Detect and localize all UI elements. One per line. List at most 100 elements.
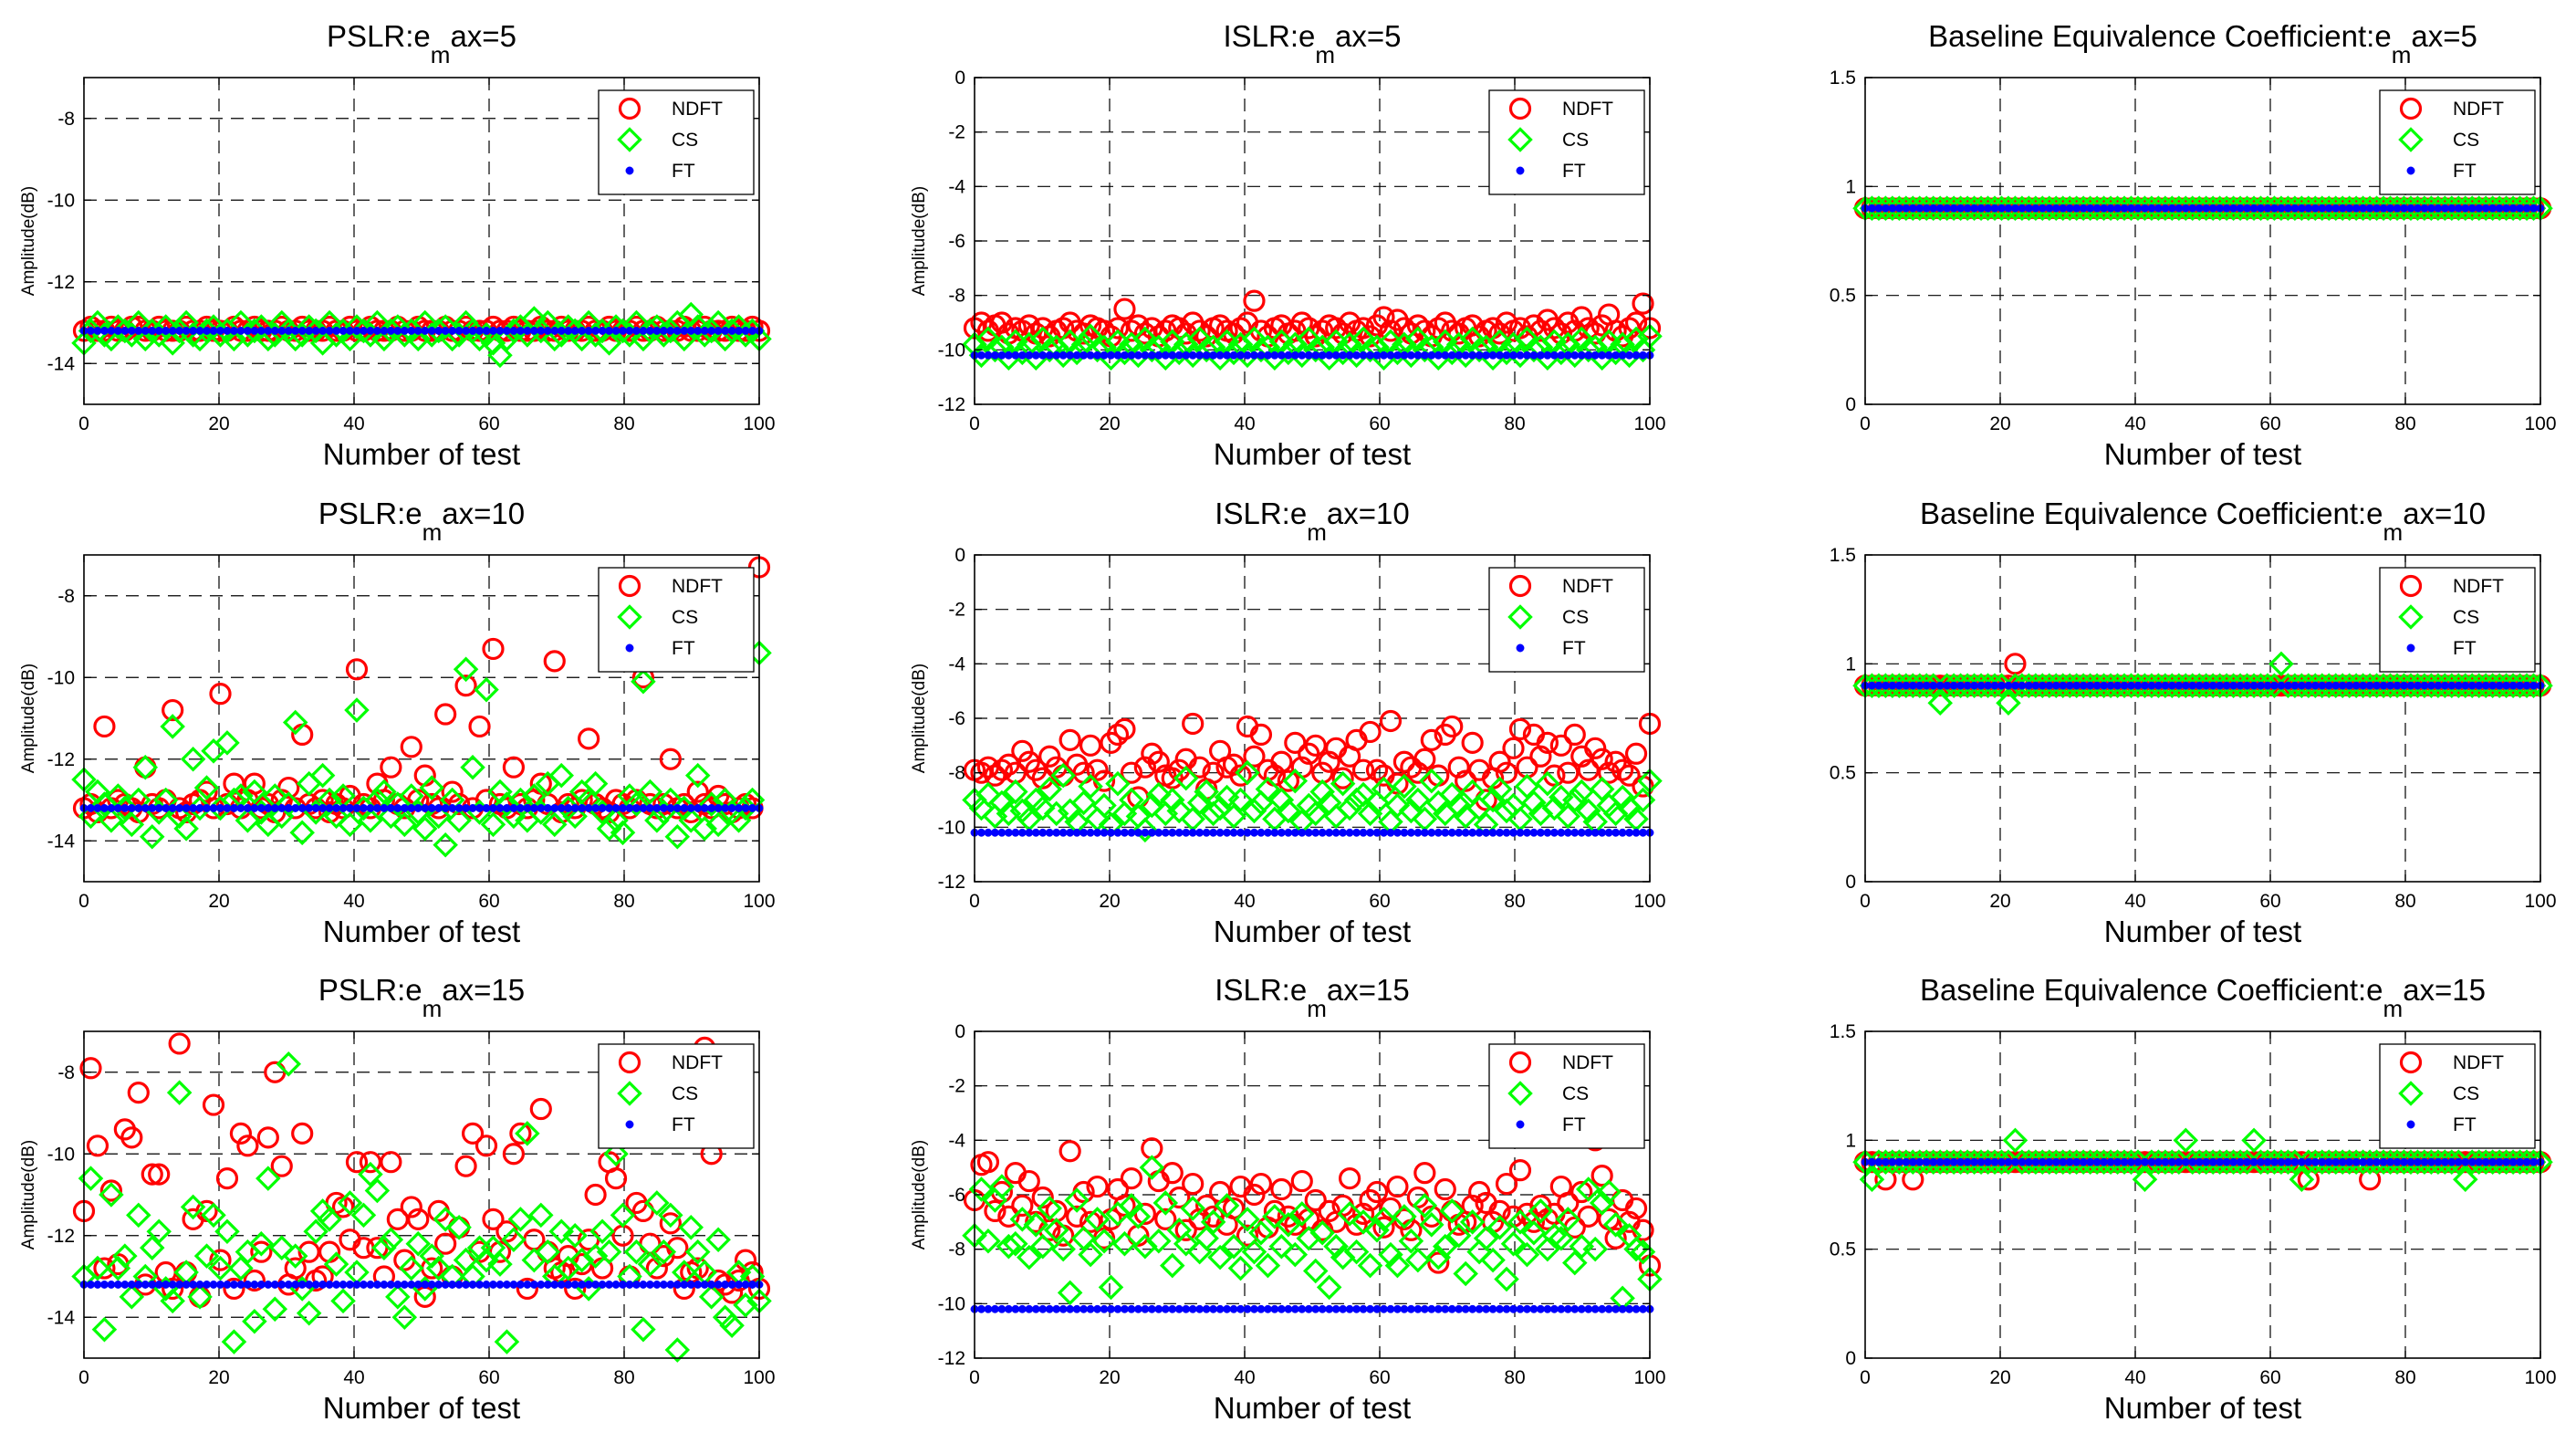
- tick-marks: [974, 77, 1651, 405]
- point-ft: [291, 804, 300, 812]
- point-ft: [502, 804, 511, 812]
- point-ft: [2420, 204, 2429, 213]
- point-ft: [284, 804, 293, 812]
- point-ft: [407, 1281, 416, 1289]
- point-ft: [2324, 1157, 2333, 1166]
- point-ft: [120, 327, 130, 335]
- point-cs: [2241, 1127, 2267, 1154]
- point-cs: [1248, 337, 1274, 363]
- point-ft: [1618, 350, 1627, 360]
- point-ndft: [1557, 761, 1580, 784]
- point-cs: [1098, 1274, 1124, 1301]
- point-ft: [1888, 204, 1897, 213]
- point-cs: [1569, 1233, 1595, 1260]
- point-cs: [466, 326, 493, 352]
- point-ft: [2018, 1157, 2027, 1166]
- legend-marker-cs: [2398, 127, 2424, 152]
- point-ft: [2100, 1157, 2109, 1166]
- point-ft: [216, 1281, 224, 1289]
- point-ft: [413, 1281, 422, 1289]
- point-ft: [1141, 350, 1150, 360]
- point-ndft: [250, 1240, 273, 1263]
- point-ft: [462, 804, 471, 812]
- x-tick-label: 80: [2394, 413, 2415, 434]
- x-tick-label: 20: [1099, 891, 1120, 912]
- x-tick-label: 40: [2124, 413, 2145, 434]
- y-tick-label: -8: [57, 109, 75, 130]
- point-ft: [632, 1281, 641, 1289]
- point-cs: [1480, 787, 1506, 813]
- chart-title: PSLR:emax=15: [318, 973, 525, 1022]
- point-cs: [1221, 340, 1246, 366]
- point-ft: [291, 1281, 300, 1289]
- point-ft: [468, 327, 477, 335]
- point-ft: [1107, 828, 1115, 837]
- point-ft: [1011, 828, 1020, 837]
- point-cs: [221, 326, 247, 352]
- point-ft: [1570, 1304, 1580, 1313]
- point-ft: [454, 327, 464, 335]
- point-ndft: [1154, 1208, 1177, 1230]
- point-ft: [1243, 350, 1252, 360]
- point-ft: [1400, 1304, 1409, 1313]
- point-ft: [2393, 681, 2402, 690]
- point-ft: [2481, 204, 2490, 213]
- point-ft: [2467, 204, 2477, 213]
- point-ft: [1154, 828, 1163, 837]
- point-ft: [1174, 350, 1184, 360]
- y-tick-label: -2: [948, 600, 965, 621]
- point-ndft: [1188, 1208, 1211, 1230]
- point-ft: [2181, 681, 2190, 690]
- point-ft: [550, 804, 559, 812]
- point-ft: [1161, 1304, 1170, 1313]
- point-cs: [1439, 340, 1465, 366]
- point-cs: [201, 1202, 226, 1229]
- point-ft: [990, 828, 999, 837]
- legend-label-ndft: NDFT: [1562, 576, 1613, 597]
- point-ft: [2059, 681, 2068, 690]
- point-cs: [1445, 792, 1472, 819]
- x-tick-label: 100: [743, 413, 775, 434]
- point-cs: [644, 1190, 670, 1216]
- point-ft: [284, 327, 293, 335]
- point-cs: [1105, 770, 1131, 797]
- point-ft: [1563, 350, 1572, 360]
- y-tick-label: 0.5: [1830, 763, 1856, 784]
- point-ft: [339, 804, 348, 812]
- legend-marker-cs: [1507, 1081, 1533, 1106]
- point-ft: [2270, 681, 2279, 690]
- point-ft: [1004, 1304, 1013, 1313]
- point-ft: [189, 804, 198, 812]
- point-ft: [2222, 1157, 2231, 1166]
- point-cs: [1241, 326, 1267, 352]
- point-ndft: [1590, 748, 1613, 770]
- point-ft: [1031, 1304, 1040, 1313]
- point-ft: [2161, 681, 2170, 690]
- point-ft: [1223, 350, 1232, 360]
- point-cs: [1364, 1218, 1390, 1243]
- point-ft: [1045, 350, 1054, 360]
- point-cs: [1514, 1241, 1540, 1268]
- point-ft: [537, 1281, 546, 1289]
- point-ft: [2529, 204, 2538, 213]
- point-ft: [516, 804, 525, 812]
- point-ft: [557, 1281, 566, 1289]
- point-cs: [1111, 340, 1138, 366]
- point-ft: [1482, 350, 1491, 360]
- point-ft: [372, 804, 381, 812]
- point-ft: [2324, 204, 2333, 213]
- point-ft: [1509, 350, 1517, 360]
- point-ft: [659, 327, 668, 335]
- point-ft: [1509, 828, 1517, 837]
- point-ndft: [1161, 1162, 1184, 1185]
- point-ft: [1949, 204, 1958, 213]
- legend-entry-ft: FT: [625, 638, 695, 659]
- point-cs: [644, 808, 670, 833]
- point-cs: [975, 781, 1001, 808]
- point-ft: [997, 350, 1006, 360]
- point-cs: [1139, 792, 1165, 819]
- x-tick-label: 80: [1504, 891, 1525, 912]
- point-ft: [2386, 1157, 2395, 1166]
